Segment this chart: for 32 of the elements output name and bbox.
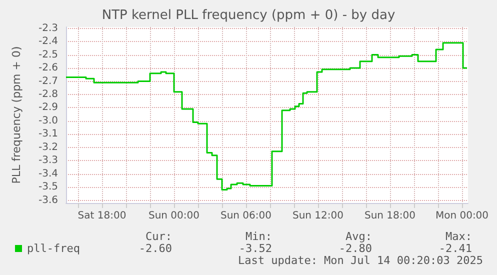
- x-tick-label: Sat 18:00: [78, 210, 126, 222]
- y-tick-label: -3.1: [38, 128, 58, 140]
- text: Avg:: [346, 230, 372, 243]
- y-tick-label: -2.4: [38, 36, 58, 48]
- y-tick-label: -2.7: [38, 76, 58, 87]
- y-tick-label: -3.5: [38, 182, 58, 193]
- x-tick-label: Sun 18:00: [364, 210, 416, 222]
- text: Max:: [446, 230, 472, 243]
- x-tick-label: Sun 00:00: [148, 210, 200, 222]
- text: -3.52: [238, 242, 272, 255]
- y-tick-label: -2.9: [38, 102, 58, 114]
- x-tick-label: Sun 12:00: [292, 210, 344, 222]
- text: -2.41: [438, 242, 472, 255]
- text: -2.60: [138, 242, 172, 255]
- x-tick-label: Sun 06:00: [220, 210, 272, 222]
- text: Min:: [246, 230, 272, 243]
- y-tick-label: -2.6: [38, 62, 58, 74]
- x-tick-label: Mon 00:00: [435, 210, 489, 222]
- y-tick-label: -3.4: [38, 168, 58, 180]
- text: -2.80: [338, 242, 372, 255]
- y-tick-label: -3.2: [38, 142, 58, 153]
- y-tick-label: -2.5: [38, 49, 58, 60]
- text: Last update: Mon Jul 14 00:20:03 2025: [238, 254, 484, 267]
- text: Cur:: [146, 230, 172, 243]
- y-tick-label: -3.0: [38, 115, 58, 126]
- y-tick-label: -2.8: [38, 88, 58, 100]
- y-tick-label: -2.3: [38, 22, 58, 34]
- y-tick-label: -3.6: [38, 194, 58, 206]
- chart-title: NTP kernel PLL frequency (ppm + 0) - by day: [102, 8, 396, 23]
- y-tick-label: -3.3: [38, 155, 58, 166]
- y-axis-title: PLL frequency (ppm + 0): [10, 46, 23, 184]
- legend-label: pll-freq: [27, 242, 80, 255]
